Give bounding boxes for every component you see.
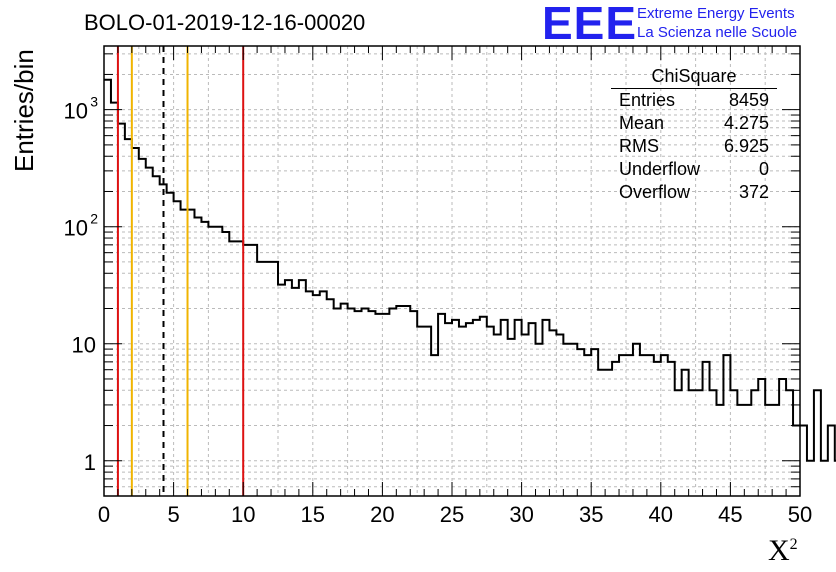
eee-logo-mark: EEE: [542, 0, 638, 49]
logo-subtitle-1: Extreme Energy Events: [637, 5, 795, 22]
stats-value: 6.925: [723, 136, 769, 156]
x-tick-label: 45: [718, 502, 742, 527]
x-tick-label: 15: [301, 502, 325, 527]
stats-label: RMS: [619, 136, 659, 156]
stats-row-overflow: Overflow 372: [611, 181, 777, 204]
stats-label: Underflow: [619, 159, 701, 179]
grid-layer: [104, 46, 800, 496]
x-tick-label: 0: [98, 502, 110, 527]
x-axis-label-superscript: 2: [789, 536, 798, 553]
stats-row-underflow: Underflow 0: [611, 158, 777, 181]
eee-logo: EEE Extreme Energy Events La Scienza nel…: [540, 0, 836, 49]
y-tick-label-exponent: 2: [90, 211, 98, 227]
data-layer: [104, 78, 836, 462]
stats-title: ChiSquare: [611, 66, 777, 89]
x-tick-label: 30: [509, 502, 533, 527]
stats-label: Overflow: [619, 182, 691, 202]
x-axis-label-text: X: [768, 534, 790, 567]
stats-label: Entries: [619, 90, 676, 110]
y-tick-label-exponent: 3: [90, 94, 98, 110]
x-tick-label: 5: [167, 502, 179, 527]
marker-lines-layer: [116, 46, 245, 496]
stats-value: 8459: [728, 90, 769, 110]
y-tick-label: 10: [64, 99, 88, 124]
x-tick-label: 40: [649, 502, 673, 527]
x-tick-label: 20: [370, 502, 394, 527]
x-tick-label: 35: [579, 502, 603, 527]
y-tick-label: 10: [72, 333, 96, 358]
stats-row-rms: RMS 6.925: [611, 135, 777, 158]
histogram-series: [104, 78, 836, 462]
stats-label: Mean: [619, 113, 665, 133]
stats-row-mean: Mean 4.275: [611, 112, 777, 135]
x-tick-label: 10: [231, 502, 255, 527]
y-tick-label: 1: [84, 450, 96, 475]
stats-value: 0: [758, 159, 769, 179]
chart-title: BOLO-01-2019-12-16-00020: [84, 10, 366, 35]
x-axis-label: X2: [768, 534, 798, 568]
stats-box: ChiSquare Entries 8459 Mean 4.275 RMS 6.…: [611, 66, 777, 204]
stats-value: 372: [738, 182, 769, 202]
logo-subtitle-2: La Scienza nelle Scuole: [637, 24, 798, 41]
stats-row-entries: Entries 8459: [611, 89, 777, 112]
x-tick-label: 25: [440, 502, 464, 527]
y-tick-label: 10: [64, 216, 88, 241]
x-tick-label: 50: [788, 502, 812, 527]
stats-value: 4.275: [723, 113, 769, 133]
